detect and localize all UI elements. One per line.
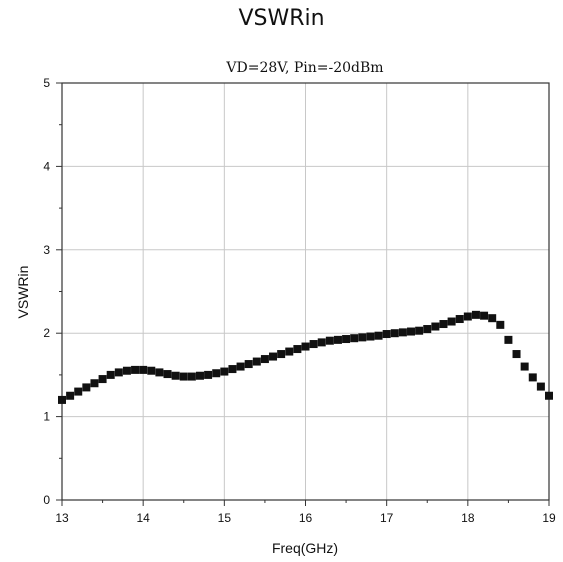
- data-point: [447, 317, 456, 326]
- data-point: [244, 360, 253, 369]
- data-point: [545, 391, 553, 400]
- data-point: [131, 365, 140, 374]
- grid-lines: [62, 83, 549, 500]
- data-point: [528, 373, 537, 382]
- y-tick-label: 4: [43, 159, 50, 173]
- data-point: [66, 391, 75, 400]
- data-point: [82, 383, 91, 392]
- data-point: [155, 368, 164, 377]
- data-point: [536, 382, 545, 391]
- data-point: [423, 325, 432, 334]
- data-point: [415, 326, 424, 335]
- data-point: [285, 347, 294, 356]
- data-point: [431, 322, 440, 331]
- x-tick-label: 16: [299, 511, 313, 525]
- data-point: [504, 335, 513, 344]
- data-point: [139, 365, 148, 374]
- data-point: [520, 362, 529, 371]
- data-point: [106, 370, 115, 379]
- data-point: [236, 362, 245, 371]
- data-point: [358, 333, 367, 342]
- data-point: [204, 370, 213, 379]
- data-point: [163, 370, 172, 379]
- data-point: [260, 355, 269, 364]
- page-title: VSWRin: [238, 6, 325, 31]
- data-point: [398, 328, 407, 337]
- data-point: [512, 350, 521, 359]
- y-tick-label: 0: [43, 493, 50, 507]
- data-point: [455, 315, 464, 324]
- data-point: [114, 368, 123, 377]
- x-tick-label: 14: [136, 511, 150, 525]
- data-point: [195, 371, 204, 380]
- data-point: [171, 371, 180, 380]
- data-point: [98, 375, 107, 384]
- data-point: [90, 379, 99, 388]
- y-axis-label: VSWRin: [15, 266, 31, 319]
- data-point: [187, 372, 196, 381]
- data-point: [309, 340, 318, 349]
- data-point: [228, 365, 237, 374]
- x-tick-label: 13: [55, 511, 69, 525]
- data-point: [179, 372, 188, 381]
- data-point: [407, 327, 416, 336]
- x-tick-label: 17: [380, 511, 394, 525]
- data-point: [58, 395, 66, 404]
- data-point: [147, 366, 156, 375]
- axis-ticks: 13 14 15 16 17 18 19 0 1 2 3 4 5: [43, 76, 556, 525]
- data-point: [122, 366, 131, 375]
- data-point: [350, 334, 359, 343]
- data-point: [74, 387, 83, 396]
- data-point: [374, 331, 383, 340]
- data-point: [325, 336, 334, 345]
- data-point: [220, 367, 229, 376]
- y-tick-label: 5: [43, 76, 50, 90]
- data-point: [212, 369, 221, 378]
- data-point: [488, 314, 497, 323]
- data-point: [382, 330, 391, 339]
- data-points: [58, 310, 553, 404]
- data-point: [333, 335, 342, 344]
- x-tick-label: 19: [542, 511, 556, 525]
- data-point: [439, 320, 448, 329]
- data-point: [317, 338, 326, 347]
- data-point: [301, 342, 310, 351]
- data-point: [252, 357, 261, 366]
- y-tick-label: 1: [43, 410, 50, 424]
- data-point: [463, 312, 472, 321]
- x-axis-label: Freq(GHz): [272, 540, 338, 556]
- y-tick-label: 2: [43, 326, 50, 340]
- data-point: [342, 335, 351, 344]
- data-point: [480, 311, 489, 320]
- data-point: [277, 350, 286, 359]
- x-tick-label: 15: [218, 511, 232, 525]
- data-point: [390, 329, 399, 338]
- data-point: [366, 332, 375, 341]
- y-tick-label: 3: [43, 243, 50, 257]
- data-point: [496, 320, 505, 329]
- data-point: [293, 345, 302, 354]
- chart-subtitle: VD=28V, Pin=-20dBm: [225, 60, 383, 76]
- data-point: [471, 310, 480, 319]
- data-point: [269, 352, 278, 361]
- x-tick-label: 18: [461, 511, 475, 525]
